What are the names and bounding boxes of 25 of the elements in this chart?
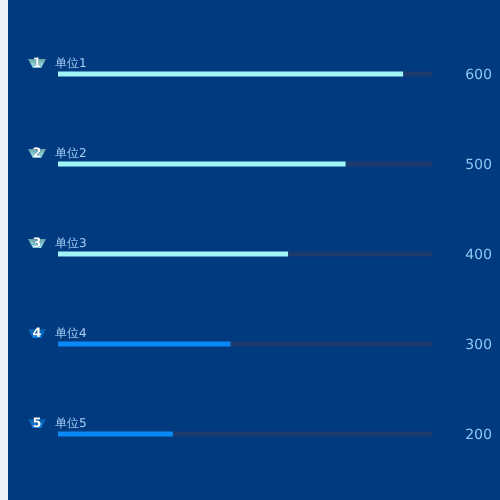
- bar: [346, 162, 432, 166]
- data-label: 200: [465, 427, 492, 443]
- bar: [58, 252, 288, 256]
- y-tick-label: 单位2: [55, 146, 87, 160]
- y-tick-label: 单位1: [55, 56, 87, 70]
- bar: [403, 72, 432, 76]
- text: 1: [32, 56, 42, 71]
- bar: [58, 342, 231, 346]
- data-label: 500: [465, 157, 492, 173]
- bar: [230, 342, 432, 346]
- y-tick-label: 单位4: [55, 326, 87, 340]
- bar: [173, 432, 432, 436]
- text: 5: [32, 416, 42, 431]
- text: 3: [32, 236, 42, 251]
- y-tick-label: 单位3: [55, 236, 87, 250]
- text: 2: [32, 146, 42, 161]
- bar: [58, 432, 174, 436]
- data-label: 300: [465, 337, 492, 353]
- data-label: 600: [465, 67, 492, 83]
- bar: [58, 162, 346, 166]
- bar: [288, 252, 432, 256]
- bar: [58, 72, 404, 76]
- text: 4: [32, 326, 42, 341]
- data-label: 400: [465, 247, 492, 263]
- y-tick-label: 单位5: [55, 416, 87, 430]
